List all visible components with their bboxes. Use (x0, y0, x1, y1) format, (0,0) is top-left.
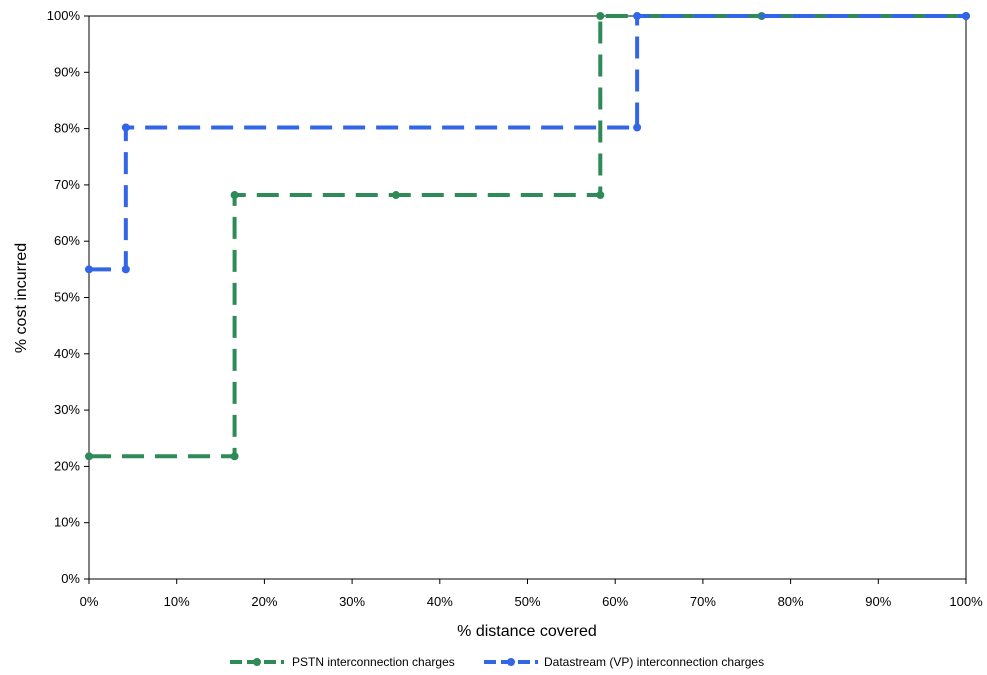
series-line (89, 14, 966, 459)
legend-marker (507, 658, 515, 666)
data-point (633, 123, 642, 132)
y-tick-label: 70% (54, 177, 80, 192)
y-tick-label: 0% (61, 571, 80, 586)
y-tick-label: 100% (47, 8, 81, 23)
data-point (633, 12, 642, 20)
data-point (121, 265, 130, 274)
legend-entry: PSTN interconnection charges (230, 655, 455, 669)
y-tick-label: 40% (54, 346, 80, 361)
data-point (230, 452, 239, 461)
data-point (962, 12, 970, 20)
y-tick-label: 20% (54, 458, 80, 473)
x-axis: 0% 10% 20% 30% 40% 50% 60% 70% 80% 90% 100% (80, 579, 983, 609)
series-layer (85, 12, 970, 461)
data-point (230, 191, 239, 200)
y-tick-label: 90% (54, 64, 80, 79)
y-tick-label: 60% (54, 233, 80, 248)
x-tick-label: 40% (427, 594, 453, 609)
data-point (121, 123, 130, 132)
y-tick-label: 50% (54, 290, 80, 305)
x-tick-label: 70% (690, 594, 716, 609)
y-tick-label: 80% (54, 121, 80, 136)
y-axis-title: % cost incurred (13, 243, 30, 353)
legend-entry: Datastream (VP) interconnection charges (484, 655, 764, 669)
legend: PSTN interconnection charges Datastream (… (230, 655, 764, 669)
data-point (85, 452, 93, 461)
plot-area (88, 15, 967, 580)
x-tick-label: 80% (778, 594, 804, 609)
legend-marker (253, 658, 261, 666)
data-point (391, 191, 400, 200)
legend-label: Datastream (VP) interconnection charges (544, 655, 764, 669)
x-tick-label: 20% (251, 594, 277, 609)
x-axis-title: % distance covered (457, 623, 597, 640)
data-point (596, 12, 605, 20)
x-tick-label: 90% (865, 594, 891, 609)
x-tick-label: 100% (949, 594, 983, 609)
x-tick-label: 0% (80, 594, 99, 609)
x-tick-label: 50% (514, 594, 540, 609)
x-tick-label: 10% (164, 594, 190, 609)
legend-label: PSTN interconnection charges (292, 655, 455, 669)
x-tick-label: 30% (339, 594, 365, 609)
series-line (89, 14, 966, 272)
y-tick-label: 30% (54, 402, 80, 417)
y-axis: 0% 10% 20% 30% 40% 50% 60% 70% 80% 90% 100% (47, 8, 89, 586)
data-point (85, 265, 93, 274)
series-2 (85, 12, 970, 274)
y-tick-label: 10% (54, 515, 80, 530)
data-point (596, 191, 605, 200)
x-tick-label: 60% (602, 594, 628, 609)
